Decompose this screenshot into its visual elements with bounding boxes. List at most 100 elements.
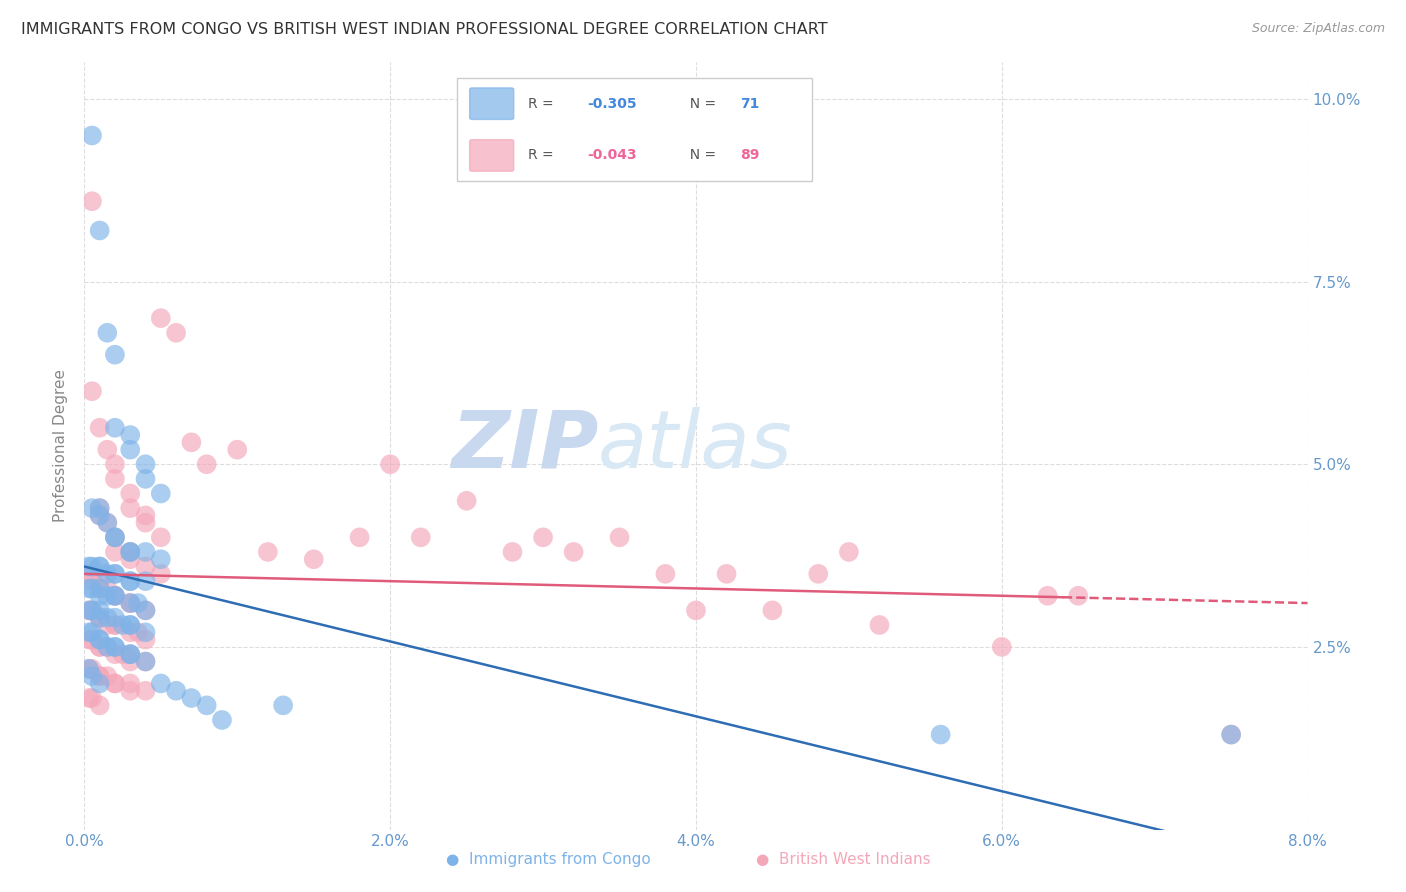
- Point: [838, 545, 860, 559]
- Point: [104, 530, 127, 544]
- Point: [180, 435, 202, 450]
- Point: [120, 442, 142, 457]
- Point: [135, 603, 157, 617]
- Point: [89, 501, 111, 516]
- Point: [89, 632, 111, 647]
- Text: -0.043: -0.043: [588, 148, 637, 162]
- Point: [80, 384, 103, 399]
- Point: [80, 582, 103, 596]
- Point: [89, 669, 111, 683]
- Point: [104, 589, 127, 603]
- Point: [149, 566, 172, 581]
- Point: [1036, 589, 1059, 603]
- Point: [77, 603, 100, 617]
- Point: [120, 574, 142, 589]
- Point: [89, 559, 111, 574]
- Point: [149, 676, 172, 690]
- Point: [120, 596, 142, 610]
- Point: [211, 713, 233, 727]
- Point: [120, 501, 142, 516]
- Point: [89, 508, 111, 523]
- Text: ZIP: ZIP: [451, 407, 598, 485]
- Point: [135, 625, 157, 640]
- Point: [120, 683, 142, 698]
- Point: [89, 559, 111, 574]
- Point: [96, 640, 118, 654]
- Point: [80, 603, 103, 617]
- Point: [96, 618, 118, 632]
- Point: [120, 596, 142, 610]
- Text: 71: 71: [740, 96, 759, 111]
- Point: [716, 566, 738, 581]
- Point: [77, 582, 100, 596]
- Text: 89: 89: [740, 148, 759, 162]
- Point: [135, 457, 157, 471]
- Point: [80, 574, 103, 589]
- Point: [104, 640, 127, 654]
- Point: [77, 632, 100, 647]
- Point: [104, 348, 127, 362]
- Point: [89, 610, 111, 624]
- Point: [929, 728, 952, 742]
- Point: [135, 574, 157, 589]
- Point: [149, 552, 172, 566]
- Point: [104, 545, 127, 559]
- Point: [685, 603, 707, 617]
- Point: [120, 647, 142, 661]
- Text: N =: N =: [682, 148, 721, 162]
- Point: [96, 640, 118, 654]
- Point: [89, 508, 111, 523]
- Point: [135, 603, 157, 617]
- Point: [80, 625, 103, 640]
- Point: [104, 676, 127, 690]
- Point: [349, 530, 371, 544]
- Point: [89, 223, 111, 237]
- Point: [135, 632, 157, 647]
- Point: [80, 691, 103, 706]
- Point: [127, 596, 149, 610]
- Point: [104, 530, 127, 544]
- Text: ●  British West Indians: ● British West Indians: [756, 852, 931, 867]
- Point: [89, 640, 111, 654]
- Point: [104, 589, 127, 603]
- Point: [807, 566, 830, 581]
- FancyBboxPatch shape: [457, 78, 813, 181]
- Point: [456, 493, 478, 508]
- Point: [89, 582, 111, 596]
- Point: [1220, 728, 1243, 742]
- Point: [104, 640, 127, 654]
- Point: [77, 625, 100, 640]
- Point: [226, 442, 249, 457]
- Point: [135, 508, 157, 523]
- Point: [120, 574, 142, 589]
- Text: Source: ZipAtlas.com: Source: ZipAtlas.com: [1251, 22, 1385, 36]
- Point: [104, 618, 127, 632]
- Point: [120, 655, 142, 669]
- Point: [104, 457, 127, 471]
- Point: [77, 566, 100, 581]
- Point: [111, 647, 134, 661]
- Text: R =: R =: [529, 148, 558, 162]
- Point: [120, 545, 142, 559]
- Point: [104, 530, 127, 544]
- Point: [89, 632, 111, 647]
- Point: [111, 618, 134, 632]
- Point: [89, 421, 111, 435]
- Point: [135, 545, 157, 559]
- Point: [80, 669, 103, 683]
- Point: [104, 676, 127, 690]
- Point: [104, 566, 127, 581]
- Point: [77, 691, 100, 706]
- Point: [120, 625, 142, 640]
- Point: [77, 559, 100, 574]
- Point: [1067, 589, 1090, 603]
- FancyBboxPatch shape: [470, 140, 513, 171]
- Point: [96, 516, 118, 530]
- Point: [80, 501, 103, 516]
- Point: [761, 603, 783, 617]
- Point: [302, 552, 325, 566]
- Point: [104, 566, 127, 581]
- Point: [409, 530, 432, 544]
- Point: [120, 647, 142, 661]
- Point: [89, 610, 111, 624]
